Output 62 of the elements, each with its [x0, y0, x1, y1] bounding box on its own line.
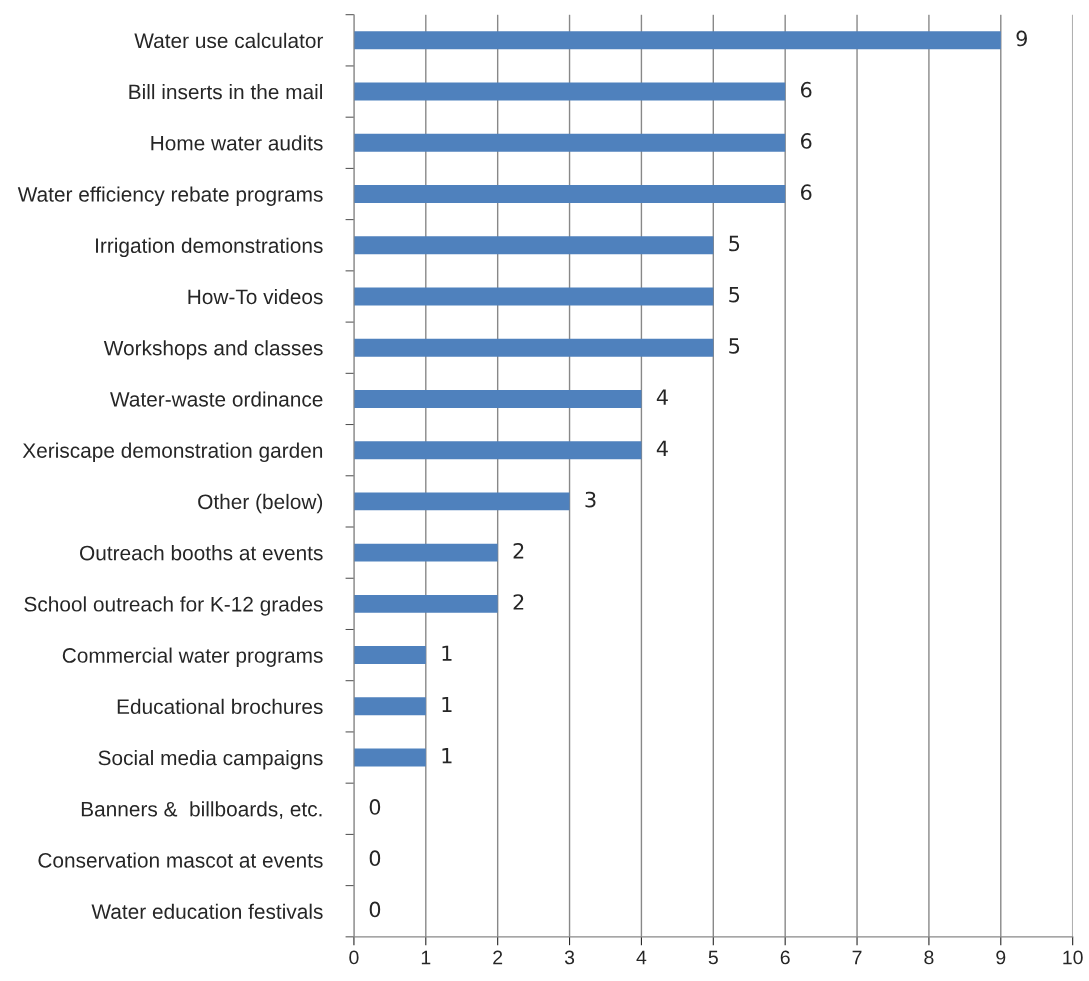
- y-tick-label: Water-waste ordinance: [110, 391, 323, 407]
- y-tick-label: Home water audits: [151, 135, 323, 151]
- data-label: 2: [513, 594, 524, 610]
- bar: [353, 389, 642, 408]
- x-tick-label: 2: [493, 950, 503, 965]
- bar: [353, 697, 426, 716]
- bar: [353, 133, 786, 152]
- y-tick-label: Water efficiency rebate programs: [17, 186, 323, 206]
- bar: [353, 287, 714, 306]
- bar: [353, 594, 498, 613]
- data-label: 5: [729, 338, 740, 354]
- y-tick-label: Water education festivals: [91, 903, 323, 919]
- bar: [353, 185, 786, 203]
- x-tick-label: 8: [924, 950, 934, 965]
- y-tick-label: Educational brochures: [117, 698, 323, 715]
- data-label: 2: [513, 542, 524, 559]
- y-tick-label: School outreach for K-12 grades: [24, 596, 323, 616]
- bar: [353, 441, 642, 460]
- x-tick-label: 5: [708, 950, 718, 965]
- y-tick-label: Commercial water programs: [62, 647, 323, 667]
- bar: [353, 748, 426, 767]
- data-label: 3: [585, 491, 596, 508]
- bar: [353, 492, 570, 511]
- x-tick-label: 1: [421, 950, 431, 965]
- x-tick-label: 7: [852, 950, 862, 965]
- y-tick-label: How-To videos: [188, 288, 323, 305]
- y-tick-label: Bill inserts in the mail: [129, 84, 322, 100]
- data-label: 6: [801, 81, 812, 98]
- y-tick-label: Water use calculator: [134, 32, 324, 49]
- data-label: 9: [1016, 30, 1027, 47]
- data-label: 5: [729, 235, 740, 252]
- y-tick-label: Conservation mascot at events: [38, 852, 323, 868]
- y-tick-label: Other (below): [198, 493, 323, 514]
- y-tick-label: Outreach booths at events: [80, 545, 323, 561]
- data-label: 1: [442, 645, 452, 661]
- data-label: 6: [801, 133, 812, 149]
- data-label: 6: [801, 184, 812, 201]
- x-tick-label: 6: [780, 950, 790, 965]
- bar: [353, 31, 1001, 50]
- data-label: 1: [442, 696, 452, 713]
- data-label: 1: [442, 748, 452, 764]
- y-tick-label: Irrigation demonstrations: [96, 237, 323, 258]
- y-tick-label: Banners & billboards, etc.: [81, 801, 322, 819]
- x-tick-label: 9: [996, 950, 1006, 965]
- x-tick-label: 10: [1063, 950, 1083, 965]
- x-tick-label: 3: [564, 950, 575, 965]
- bar: [353, 543, 498, 562]
- bar: [353, 236, 714, 255]
- bar: [353, 646, 426, 665]
- x-tick-label: 0: [349, 950, 359, 965]
- bar: [353, 338, 714, 357]
- data-label: 0: [369, 901, 381, 918]
- x-tick-label: 4: [636, 950, 647, 965]
- data-label: 0: [369, 850, 381, 867]
- data-label: 4: [656, 440, 668, 456]
- data-label: 5: [729, 287, 740, 303]
- y-tick-label: Workshops and classes: [103, 340, 323, 360]
- y-tick-label: Social media campaigns: [98, 750, 323, 770]
- bar: [353, 82, 786, 101]
- data-label: 0: [369, 799, 381, 815]
- data-label: 4: [656, 389, 668, 405]
- y-tick-label: Xeriscape demonstration garden: [22, 442, 323, 463]
